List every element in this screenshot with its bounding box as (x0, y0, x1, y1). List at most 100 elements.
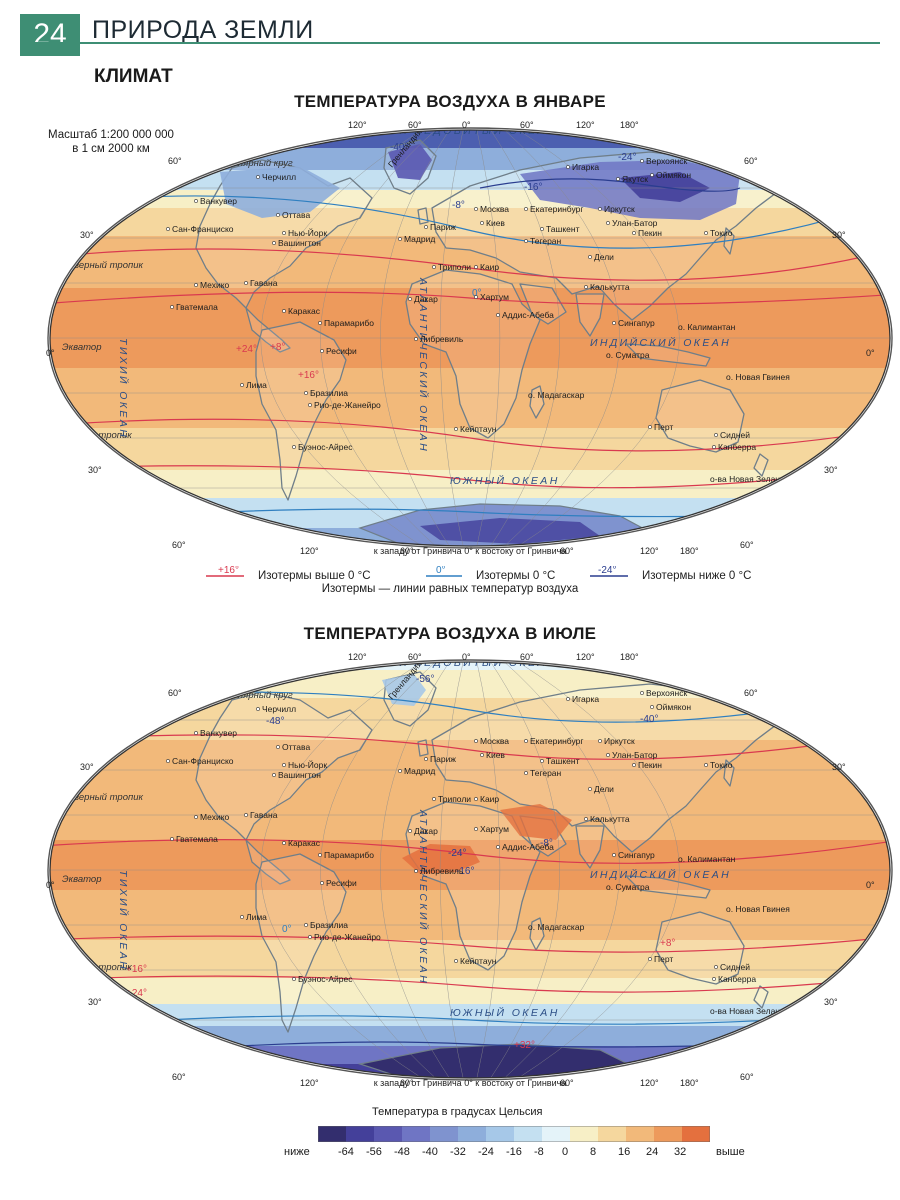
place-label: Лима (246, 912, 267, 922)
isotherm-label: 0° (282, 924, 292, 935)
place-label: о. Новая Гвинея (726, 372, 790, 382)
place-label: Париж (430, 222, 456, 232)
reference-line-label: Южный полярный круг (150, 1052, 252, 1063)
place-label: Ресифи (326, 346, 357, 356)
city-marker (524, 207, 528, 211)
place-label: Дакар (414, 826, 438, 836)
isotherm-label: -24° (448, 848, 466, 859)
place-label: Парамарибо (324, 318, 374, 328)
longitude-label: 60° (520, 120, 534, 130)
latitude-label: 60° (168, 688, 182, 698)
temperature-band (50, 670, 890, 698)
latitude-label: 30° (80, 230, 94, 240)
section-title: ПРИРОДА ЗЕМЛИ (92, 16, 314, 44)
isotherm-zero-text: Изотермы 0 °С (476, 570, 555, 582)
place-label: Канберра (718, 442, 756, 452)
ocean-label: ЮЖНЫЙ ОКЕАН (450, 474, 560, 487)
place-label: Нью-Йорк (288, 227, 327, 238)
place-label: Буэнос-Айрес (298, 442, 353, 452)
isotherm-line (50, 195, 881, 249)
place-label: о. Калимантан (678, 322, 736, 332)
city-marker (598, 739, 602, 743)
scale-note-line-1: Масштаб 1:200 000 000 (48, 129, 174, 141)
place-label: Сидней (720, 962, 750, 972)
place-label: Екатеринбург (530, 736, 583, 746)
place-label: Гавана (250, 278, 278, 288)
place-label: Нью-Йорк (288, 759, 327, 770)
reference-line-label: Северный тропик (62, 792, 143, 803)
city-marker (282, 841, 286, 845)
landmass-antarctica (357, 1043, 642, 1078)
place-label: о. Новая Гвинея (726, 904, 790, 914)
place-label: Аддис-Абеба (502, 842, 554, 852)
place-label: Калькутта (590, 282, 630, 292)
city-marker (496, 313, 500, 317)
isotherm-label: -16° (524, 182, 542, 193)
city-marker (320, 881, 324, 885)
city-marker (282, 309, 286, 313)
place-label: Лима (246, 380, 267, 390)
city-marker (606, 221, 610, 225)
city-marker (566, 697, 570, 701)
city-marker (524, 771, 528, 775)
isotherm-line (50, 935, 890, 953)
city-marker (454, 959, 458, 963)
landmass-india (575, 825, 605, 869)
scale-swatch (430, 1126, 459, 1142)
scale-tick-label: -40 (422, 1146, 438, 1158)
place-label: о. Калимантан (678, 854, 736, 864)
place-label: Хартум (480, 292, 509, 302)
city-marker (244, 813, 248, 817)
reference-line-label: Экватор (62, 342, 101, 353)
isotherm-label: +24° (236, 344, 257, 355)
landmass-africa (405, 269, 541, 439)
city-marker (194, 731, 198, 735)
latitude-label-right: 30° (832, 762, 846, 772)
place-label: Калькутта (590, 814, 630, 824)
isotherm-label: +32° (514, 1040, 535, 1051)
isotherm-label: -48° (266, 716, 284, 727)
city-marker (292, 445, 296, 449)
scale-tick-label: -24 (478, 1146, 494, 1158)
temperature-scale-labels: ниже -64 -56 -48 -40 -32 -24 -16 -8 0 8 16 24 32 выше (0, 1146, 900, 1160)
landmass-australia (655, 379, 745, 453)
scale-swatch (346, 1126, 375, 1142)
temperature-band (50, 288, 890, 368)
ocean-label: СЕВЕРНЫЙ ЛЕДОВИТЫЙ ОКЕАН (330, 124, 557, 137)
place-label: Сан-Франциско (172, 224, 234, 234)
city-marker (276, 745, 280, 749)
isotherm-label: -8° (452, 200, 465, 211)
scale-swatch (374, 1126, 403, 1142)
city-marker (584, 285, 588, 289)
place-label: Парамарибо (324, 850, 374, 860)
isotherm-line (50, 734, 881, 760)
place-label: Дели (594, 784, 614, 794)
reference-line-label: Южный полярный круг (150, 520, 252, 531)
longitude-label-bottom: 120° (640, 546, 659, 556)
city-marker (598, 207, 602, 211)
longitude-label: 180° (620, 652, 639, 662)
isotherm-above-sample: +16° (218, 566, 239, 576)
place-label: Сидней (720, 430, 750, 440)
scale-swatch (598, 1126, 627, 1142)
scale-note-line-2: в 1 см 2000 км (72, 143, 150, 155)
city-marker (398, 237, 402, 241)
place-label: Вашингтон (278, 770, 321, 780)
city-marker (292, 977, 296, 981)
isotherm-label: +24° (126, 988, 147, 999)
place-label: Токио (710, 228, 733, 238)
ocean-label: АТЛАНТИЧЕСКИЙ ОКЕАН (417, 809, 430, 985)
landmass-australia (655, 911, 745, 985)
latitude-label: 30° (80, 762, 94, 772)
scale-high-word: выше (716, 1146, 745, 1158)
place-label: Ванкувер (200, 196, 237, 206)
reference-line-label: Северный тропик (62, 260, 143, 271)
ocean-label: АТЛАНТИЧЕСКИЙ ОКЕАН (417, 277, 430, 453)
city-marker (240, 915, 244, 919)
temperature-band (50, 978, 890, 1004)
scale-tick-label: -32 (450, 1146, 466, 1158)
temperature-band (50, 368, 890, 428)
temperature-band (50, 428, 890, 470)
place-label: Игарка (572, 694, 599, 704)
longitude-label: 60° (408, 120, 422, 130)
